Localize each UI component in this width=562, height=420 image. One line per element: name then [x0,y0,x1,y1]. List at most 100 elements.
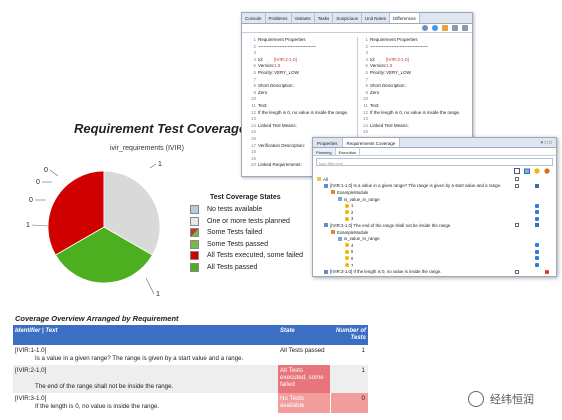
tree-row[interactable]: 4 [317,242,555,249]
legend-item: One or more tests planned [190,216,303,228]
tree-row[interactable]: ExampleModule [317,229,555,236]
tab-variants[interactable]: Variants [292,13,315,23]
checkbox-icon[interactable] [515,177,519,182]
diff-line: 13 [360,116,470,123]
legend-swatch [190,251,199,261]
diff-line: 7 [360,77,470,84]
diff-right-pane[interactable]: 1 Requirement Properties 2 ~~~~~~~~~~~~~~~~… [360,37,470,176]
check-icon [535,216,539,221]
tree-row[interactable]: 7 [317,262,555,269]
module-icon [331,230,335,235]
line-number: 4 [253,56,256,62]
sync-icon[interactable] [422,25,428,31]
table-header: Identifier | Text State Number of Tests [13,325,368,345]
error-icon [545,269,549,274]
tab-planning[interactable]: Planning [313,148,336,155]
func-icon [338,197,342,202]
diff-left-pane[interactable]: 1 Requirement Properties 2 ~~~~~~~~~~~~~~~~… [248,37,358,176]
line-text: Short Description: [258,83,294,89]
tree-row[interactable]: [IVIR:3-1.0] If the length is 0, no valu… [317,268,555,275]
module-icon [331,190,335,195]
legend-label: Some Tests failed [207,229,263,237]
filter-input[interactable]: type filter text [316,158,553,166]
diff-line: 17 Verification Description: [248,143,357,150]
tab-properties[interactable]: Properties [313,138,343,147]
checkbox-icon[interactable] [515,183,519,188]
tree-row[interactable]: [IVIR:2-1.0] The end of the range shall … [317,222,555,229]
table-row[interactable]: [IVIR:1-1.0] Is a value in a given range?… [13,345,368,365]
tree-row[interactable]: is_value_in_range [317,196,555,203]
planned-col-icon [512,167,522,174]
diff-line: 19 [248,156,357,163]
line-number: 3 [365,50,368,56]
tree-row[interactable]: 6 [317,255,555,262]
copy-icon[interactable] [442,25,448,31]
tree-row[interactable]: is_value_in_range [317,235,555,242]
overview-title: Coverage Overview Arranged by Requiremen… [15,314,179,323]
tab-tasks[interactable]: Tasks [315,13,334,23]
line-text: ~~~~~~~~~~~~~~~~~~~~~~ [258,43,316,49]
tab-differences[interactable]: Differences [390,13,420,23]
tree-row[interactable]: All [317,176,555,183]
line-key: Priority: [370,69,386,75]
checkbox-icon[interactable] [515,269,519,274]
tree-row[interactable]: [IVIR:1-1.0] Is a value in a given range… [317,183,555,190]
tree-row[interactable]: 1 [317,202,555,209]
line-number: 11 [251,102,256,108]
legend-title: Test Coverage States [210,194,281,201]
tree-row[interactable]: ExampleModule [317,189,555,196]
check-icon [535,203,539,208]
line-number: 20 [250,162,256,168]
line-text: [IVIR:3-1.0] [386,56,409,62]
line-number: 2 [253,43,256,49]
tab-unit-notes[interactable]: Unit Notes [362,13,391,23]
req-icon [324,183,328,188]
pie-count-label: 1 [158,161,162,168]
line-key: Id: [370,56,376,62]
state-cell: All Tests executed, some failed [278,365,330,393]
refresh-icon[interactable] [432,25,438,31]
test-icon [345,263,349,268]
prev-diff-icon[interactable] [462,25,468,31]
next-diff-icon[interactable] [452,25,458,31]
legend-swatch [190,262,199,272]
tab-execution[interactable]: Execution [336,148,361,155]
tree-row[interactable]: 3 [317,216,555,223]
table-row[interactable]: [IVIR:3-1.0] If the length is 0, no value… [13,393,368,413]
line-number: 10 [250,96,256,102]
tab-console[interactable]: Console [242,13,266,23]
legend-swatch [190,205,199,215]
table-row[interactable]: [IVIR:2-1.0] The end of the range shall n… [13,365,368,393]
tree-label: All [323,176,328,182]
line-number: 15 [250,129,256,135]
tab-problems[interactable]: Problems [266,13,292,23]
diff-line: 4 Id: [IVIR:3-1.0] [360,57,470,64]
test-icon [345,216,349,221]
checkbox-icon[interactable] [515,223,519,228]
test-count: 1 [361,347,365,354]
line-text: 1.0 [386,63,393,69]
tab-suspicious[interactable]: Suspicious [333,13,362,23]
failed-col-icon [542,167,552,174]
diff-line: 9 Zero [248,90,357,97]
view-menu-icon[interactable]: ▾ □ □ [540,140,552,146]
tree-row[interactable]: 2 [317,209,555,216]
line-number: 8 [253,83,256,89]
diff-line: 20 Linked Requirements: [248,162,357,169]
test-icon [345,243,349,248]
tree-label: [IVIR:3-1.0] If the length is 0, no valu… [330,269,442,275]
state-cell: All Tests passed [278,345,330,365]
tree-row[interactable]: 5 [317,249,555,256]
pie-callout-line [49,169,59,177]
report-title: Requirement Test Coverage [74,121,247,136]
requirement-text: The end of the range shall not be inside… [35,383,174,390]
line-number: 9 [365,89,368,95]
line-number: 6 [365,69,368,75]
line-number: 9 [253,89,256,95]
tree-label: 3 [351,216,354,222]
tab-requirements-coverage[interactable]: Requirements Coverage [342,138,401,147]
line-number: 14 [362,122,368,128]
pie-count-label: 0 [44,167,48,174]
test-icon [345,256,349,261]
